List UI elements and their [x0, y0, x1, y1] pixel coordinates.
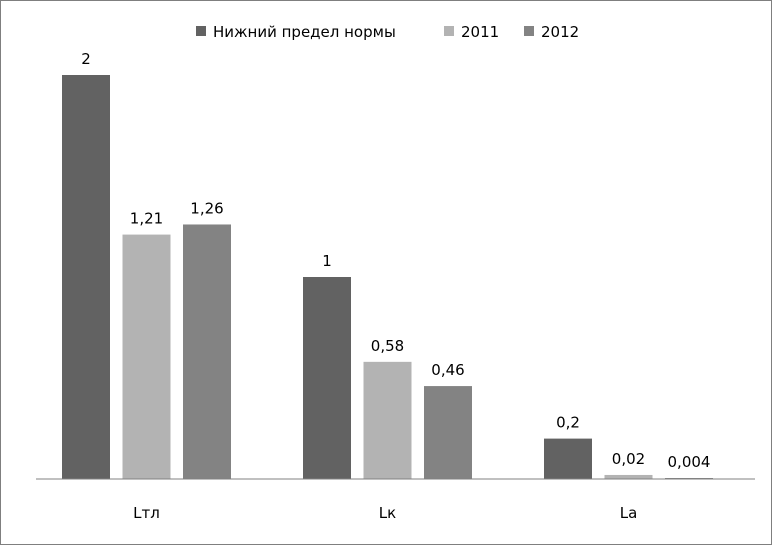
bar-1-3	[544, 438, 592, 479]
bar-3-2	[424, 386, 472, 479]
data-labels-group: 2 1 0,2 1,21 0,58 0,02 1,26 0,46 0,004	[81, 50, 710, 471]
bar-2-2	[363, 361, 412, 479]
bar-2-3	[604, 474, 653, 479]
data-label-3-2: 0,46	[431, 361, 464, 379]
data-label-2-2: 0,58	[371, 337, 404, 355]
bar-1-2	[303, 277, 351, 479]
bars-group	[62, 75, 713, 479]
data-label-2-3: 0,02	[612, 450, 645, 468]
bar-2-1	[122, 234, 171, 479]
data-label-1-2: 1	[322, 252, 332, 270]
legend-swatch-2	[444, 26, 454, 36]
category-label-1: Lтл	[133, 504, 160, 522]
bar-3-1	[183, 224, 231, 479]
data-label-2-1: 1,21	[130, 210, 163, 228]
data-label-3-3: 0,004	[668, 453, 711, 471]
category-labels-group: Lтл Lк La	[133, 504, 637, 522]
legend: Нижний предел нормы 2011 2012	[196, 23, 579, 41]
legend-swatch-1	[196, 26, 206, 36]
data-label-1-1: 2	[81, 50, 91, 68]
bar-1-1	[62, 75, 110, 479]
category-label-2: Lк	[379, 504, 396, 522]
legend-swatch-3	[524, 26, 534, 36]
legend-label-2: 2011	[461, 23, 499, 41]
legend-label-1: Нижний предел нормы	[213, 23, 396, 41]
category-label-3: La	[620, 504, 638, 522]
legend-label-3: 2012	[541, 23, 579, 41]
data-label-3-1: 1,26	[190, 199, 223, 217]
data-label-1-3: 0,2	[556, 414, 580, 432]
